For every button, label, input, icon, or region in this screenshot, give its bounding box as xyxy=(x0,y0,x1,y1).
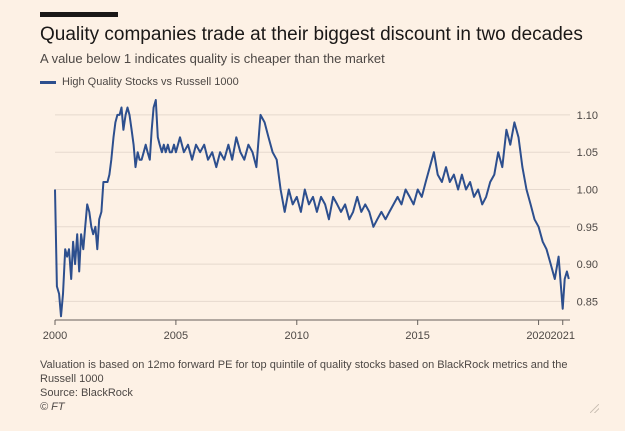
y-tick-label: 0.85 xyxy=(577,296,598,308)
legend-swatch xyxy=(40,80,56,84)
legend-label: High Quality Stocks vs Russell 1000 xyxy=(62,76,239,88)
footer-copyright: © FT xyxy=(40,401,65,413)
y-tick-label: 0.95 xyxy=(577,222,598,234)
y-axis-labels: 0.85 0.90 0.95 1.00 1.05 1.10 xyxy=(577,110,598,308)
resize-handle-icon xyxy=(590,404,599,413)
series-group xyxy=(54,99,570,318)
x-tick-label: 2000 xyxy=(43,330,67,342)
footer-note: Valuation is based on 12mo forward PE fo… xyxy=(40,359,568,385)
title-accent-bar xyxy=(40,12,118,17)
y-tick-label: 1.05 xyxy=(577,147,598,159)
gridlines xyxy=(55,114,570,302)
series-line xyxy=(54,99,570,318)
x-axis xyxy=(54,319,570,325)
footer-notes: Valuation is based on 12mo forward PE fo… xyxy=(40,358,600,400)
x-tick-label: 2021 xyxy=(551,330,575,342)
x-tick-label: 2010 xyxy=(285,330,309,342)
chart-subtitle: A value below 1 indicates quality is che… xyxy=(40,51,385,66)
footer-source: Source: BlackRock xyxy=(40,387,133,399)
x-axis-labels: 2000 2005 2010 2015 2020 2021 xyxy=(43,330,575,342)
y-tick-label: 0.90 xyxy=(577,259,598,271)
x-tick-label: 2020 xyxy=(526,330,550,342)
y-tick-label: 1.10 xyxy=(577,110,598,122)
x-tick-label: 2005 xyxy=(164,330,188,342)
y-tick-label: 1.00 xyxy=(577,184,598,196)
chart-title: Quality companies trade at their biggest… xyxy=(40,24,583,45)
chart-legend: High Quality Stocks vs Russell 1000 xyxy=(40,76,239,88)
x-tick-label: 2015 xyxy=(405,330,429,342)
